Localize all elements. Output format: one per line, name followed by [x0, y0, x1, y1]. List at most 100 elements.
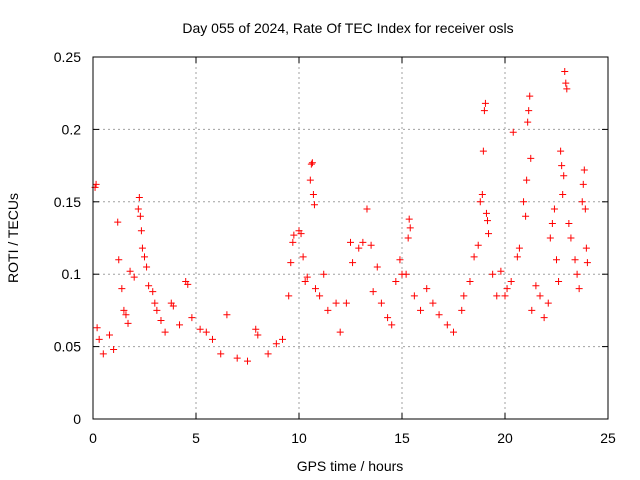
data-point: [349, 259, 357, 267]
data-point: [513, 253, 521, 261]
data-point: [558, 162, 566, 170]
data-point: [507, 277, 515, 285]
data-point: [402, 270, 410, 278]
data-point: [470, 253, 478, 261]
data-point: [208, 335, 216, 343]
y-tick-label: 0: [73, 411, 81, 427]
data-point: [141, 253, 148, 261]
data-point: [396, 256, 404, 264]
data-point: [359, 238, 367, 246]
data-point: [157, 317, 165, 325]
y-tick-label: 0.25: [54, 49, 81, 65]
data-point: [565, 220, 573, 228]
data-point: [377, 299, 385, 307]
data-point: [559, 191, 567, 199]
data-point: [460, 292, 468, 300]
data-point: [497, 267, 505, 275]
data-point: [560, 172, 568, 180]
data-point: [482, 209, 490, 217]
y-axis-label: ROTI / TECUs: [5, 193, 21, 283]
data-point: [309, 191, 317, 199]
data-point: [217, 350, 225, 358]
data-point: [135, 193, 143, 201]
data-point: [316, 292, 324, 300]
data-point: [553, 256, 560, 264]
data-point: [520, 198, 528, 206]
data-point: [528, 306, 536, 314]
data-point: [582, 244, 590, 252]
data-point: [95, 335, 103, 343]
data-point: [450, 328, 457, 336]
data-point: [429, 299, 437, 307]
data-point: [405, 215, 413, 223]
data-point: [301, 277, 309, 285]
data-point: [369, 288, 377, 296]
data-point: [550, 205, 558, 213]
data-point: [410, 292, 418, 300]
data-point: [110, 345, 118, 353]
data-point: [466, 277, 474, 285]
data-point: [373, 263, 381, 271]
data-point: [336, 328, 344, 336]
data-point: [115, 256, 123, 264]
data-point: [527, 154, 535, 162]
data-point: [169, 302, 177, 310]
data-point: [581, 205, 589, 213]
data-point: [289, 238, 297, 246]
data-point: [114, 218, 122, 226]
data-point: [153, 306, 161, 314]
data-point: [223, 311, 231, 319]
data-point: [99, 350, 107, 358]
data-point: [481, 99, 489, 107]
data-point: [532, 282, 540, 290]
data-point: [342, 299, 350, 307]
data-point: [544, 299, 552, 307]
data-point: [306, 176, 314, 184]
data-point: [392, 277, 400, 285]
data-point: [287, 259, 295, 267]
data-point: [307, 160, 315, 168]
data-point: [579, 180, 587, 188]
data-point: [562, 79, 570, 87]
data-point: [515, 244, 523, 252]
data-point: [176, 321, 184, 329]
data-point: [575, 285, 583, 293]
data-point: [485, 230, 493, 238]
data-point: [143, 263, 151, 271]
data-point: [480, 107, 488, 115]
data-point: [557, 147, 565, 155]
data-point: [311, 285, 319, 293]
data-point: [573, 270, 581, 278]
data-point: [233, 354, 241, 362]
data-point: [404, 234, 412, 242]
data-point: [388, 321, 396, 329]
y-tick-label: 0.1: [62, 266, 82, 282]
data-point: [290, 231, 298, 239]
data-point: [324, 306, 332, 314]
data-point: [184, 280, 192, 288]
data-point: [540, 314, 548, 322]
data-point: [332, 299, 340, 307]
data-point: [196, 325, 204, 333]
data-point: [423, 285, 431, 293]
data-point: [310, 201, 318, 209]
data-point: [406, 224, 414, 232]
data-point: [279, 335, 287, 343]
data-point: [137, 227, 145, 235]
data-point: [555, 277, 563, 285]
data-point: [297, 230, 305, 238]
data-point: [548, 220, 556, 228]
data-point: [474, 241, 482, 249]
data-point: [105, 331, 113, 339]
data-point: [443, 321, 451, 329]
data-point: [151, 299, 159, 307]
data-point: [320, 270, 328, 278]
data-point: [522, 212, 530, 220]
data-point: [134, 205, 142, 213]
data-point: [244, 357, 251, 365]
data-point: [417, 306, 425, 314]
data-points: [91, 67, 591, 365]
data-point: [476, 198, 484, 206]
data-point: [489, 270, 497, 278]
x-tick-label: 25: [600, 430, 616, 446]
